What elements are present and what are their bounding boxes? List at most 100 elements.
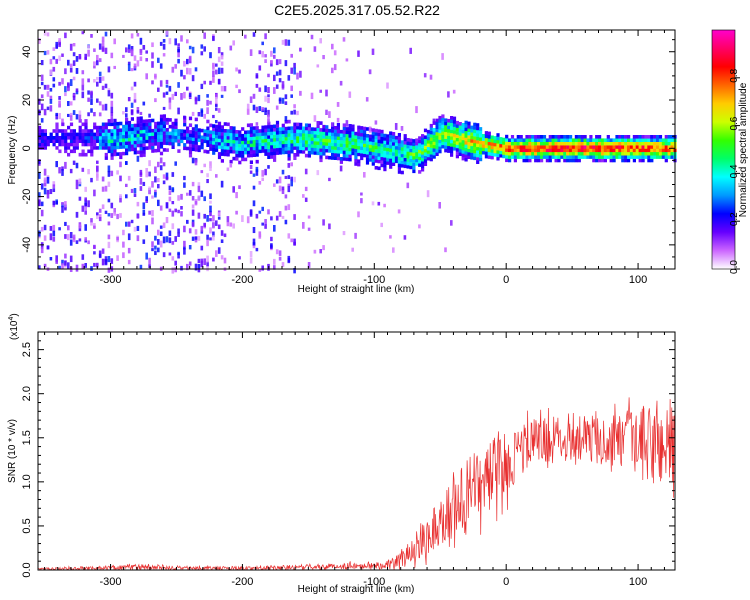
heatmap-cell — [217, 128, 222, 132]
heatmap-cell — [241, 140, 245, 145]
heatmap-cell — [78, 178, 82, 185]
heatmap-cell — [348, 91, 352, 98]
heatmap-cell — [168, 208, 172, 213]
heatmap-cell — [432, 131, 436, 135]
heatmap-cell — [548, 148, 552, 153]
heatmap-cell — [577, 138, 581, 142]
heatmap-cell — [255, 122, 259, 126]
heatmap-cell — [598, 145, 602, 149]
heatmap-cell — [145, 50, 148, 54]
heatmap-cell — [542, 145, 547, 149]
heatmap-cell — [333, 139, 338, 144]
heatmap-cell — [67, 59, 70, 66]
heatmap-cell — [177, 232, 180, 237]
heatmap-cell — [127, 134, 132, 138]
heatmap-cell — [328, 135, 332, 140]
heatmap-cell — [235, 210, 238, 215]
heatmap-cell — [516, 148, 520, 153]
heatmap-cell — [148, 125, 152, 130]
heatmap-cell — [467, 121, 471, 126]
heatmap-cell — [386, 154, 390, 159]
heatmap-cell — [119, 121, 123, 126]
heatmap-cell — [557, 148, 561, 153]
heatmap-cell — [270, 216, 273, 221]
heatmap-cell — [275, 134, 280, 138]
heatmap-cell — [432, 144, 436, 149]
heatmap-cell — [249, 210, 253, 217]
heatmap-cell — [432, 141, 436, 146]
heatmap-cell — [107, 66, 111, 73]
heatmap-cell — [84, 142, 88, 147]
heatmap-cell — [583, 145, 587, 149]
heatmap-cell — [418, 170, 422, 174]
heatmap-cell — [403, 144, 407, 148]
heatmap-cell — [81, 142, 85, 147]
heatmap-cell — [278, 140, 282, 145]
heatmap-cell — [290, 162, 293, 167]
heatmap-cell — [148, 139, 152, 143]
heatmap-cell — [90, 34, 93, 38]
x-tick-label: 100 — [629, 576, 647, 588]
heatmap-cell — [252, 133, 256, 137]
heatmap-cell — [93, 139, 97, 143]
heatmap-cell — [377, 149, 381, 154]
heatmap-cell — [412, 145, 416, 150]
heatmap-cell — [287, 204, 291, 211]
heatmap-cell — [595, 138, 599, 142]
heatmap-cell — [284, 133, 288, 138]
heatmap-cell — [426, 156, 430, 161]
heatmap-cell — [394, 156, 399, 160]
heatmap-cell — [215, 63, 218, 67]
heatmap-cell — [336, 139, 340, 144]
heatmap-cell — [177, 209, 180, 214]
heatmap-cell — [72, 139, 76, 143]
heatmap-cell — [238, 147, 242, 151]
heatmap-cell — [403, 151, 407, 155]
heatmap-cell — [209, 143, 213, 148]
heatmap-cell — [450, 143, 454, 147]
heatmap-cell — [284, 143, 288, 148]
heatmap-cell — [133, 193, 137, 197]
heatmap-cell — [412, 162, 416, 167]
heatmap-cell — [650, 135, 654, 139]
heatmap-cell — [157, 184, 160, 189]
heatmap-cell — [452, 116, 457, 121]
heatmap-cell — [130, 188, 134, 193]
heatmap-cell — [534, 158, 538, 163]
heatmap-cell — [563, 135, 567, 139]
heatmap-cell — [522, 148, 526, 153]
heatmap-cell — [52, 224, 56, 232]
heatmap-cell — [658, 151, 663, 156]
heatmap-cell — [206, 119, 210, 124]
heatmap-cell — [554, 155, 558, 159]
heatmap-cell — [72, 142, 76, 147]
heatmap-cell — [246, 216, 250, 224]
heatmap-cell — [342, 147, 346, 151]
heatmap-cell — [316, 137, 320, 142]
heatmap-cell — [275, 215, 279, 221]
heatmap-cell — [217, 155, 222, 160]
heatmap-cell — [151, 248, 154, 252]
heatmap-cell — [249, 133, 253, 137]
y-tick-label: -20 — [21, 189, 33, 205]
heatmap-cell — [119, 131, 123, 136]
spectrogram-x-label: Height of straight line (km) — [298, 284, 415, 295]
heatmap-cell — [98, 136, 103, 140]
heatmap-cell — [586, 138, 590, 142]
heatmap-cell — [148, 135, 152, 140]
heatmap-cell — [641, 141, 645, 146]
heatmap-cell — [180, 35, 183, 42]
heatmap-cell — [194, 229, 198, 235]
heatmap-cell — [490, 138, 494, 143]
heatmap-cell — [557, 151, 561, 156]
heatmap-cell — [270, 243, 273, 248]
heatmap-cell — [377, 142, 381, 147]
heatmap-cell — [656, 135, 660, 139]
heatmap-cell — [333, 146, 338, 150]
heatmap-cell — [43, 108, 47, 116]
heatmap-cell — [624, 151, 628, 156]
heatmap-cell — [450, 149, 454, 154]
heatmap-cell — [148, 188, 151, 195]
heatmap-cell — [406, 154, 410, 159]
